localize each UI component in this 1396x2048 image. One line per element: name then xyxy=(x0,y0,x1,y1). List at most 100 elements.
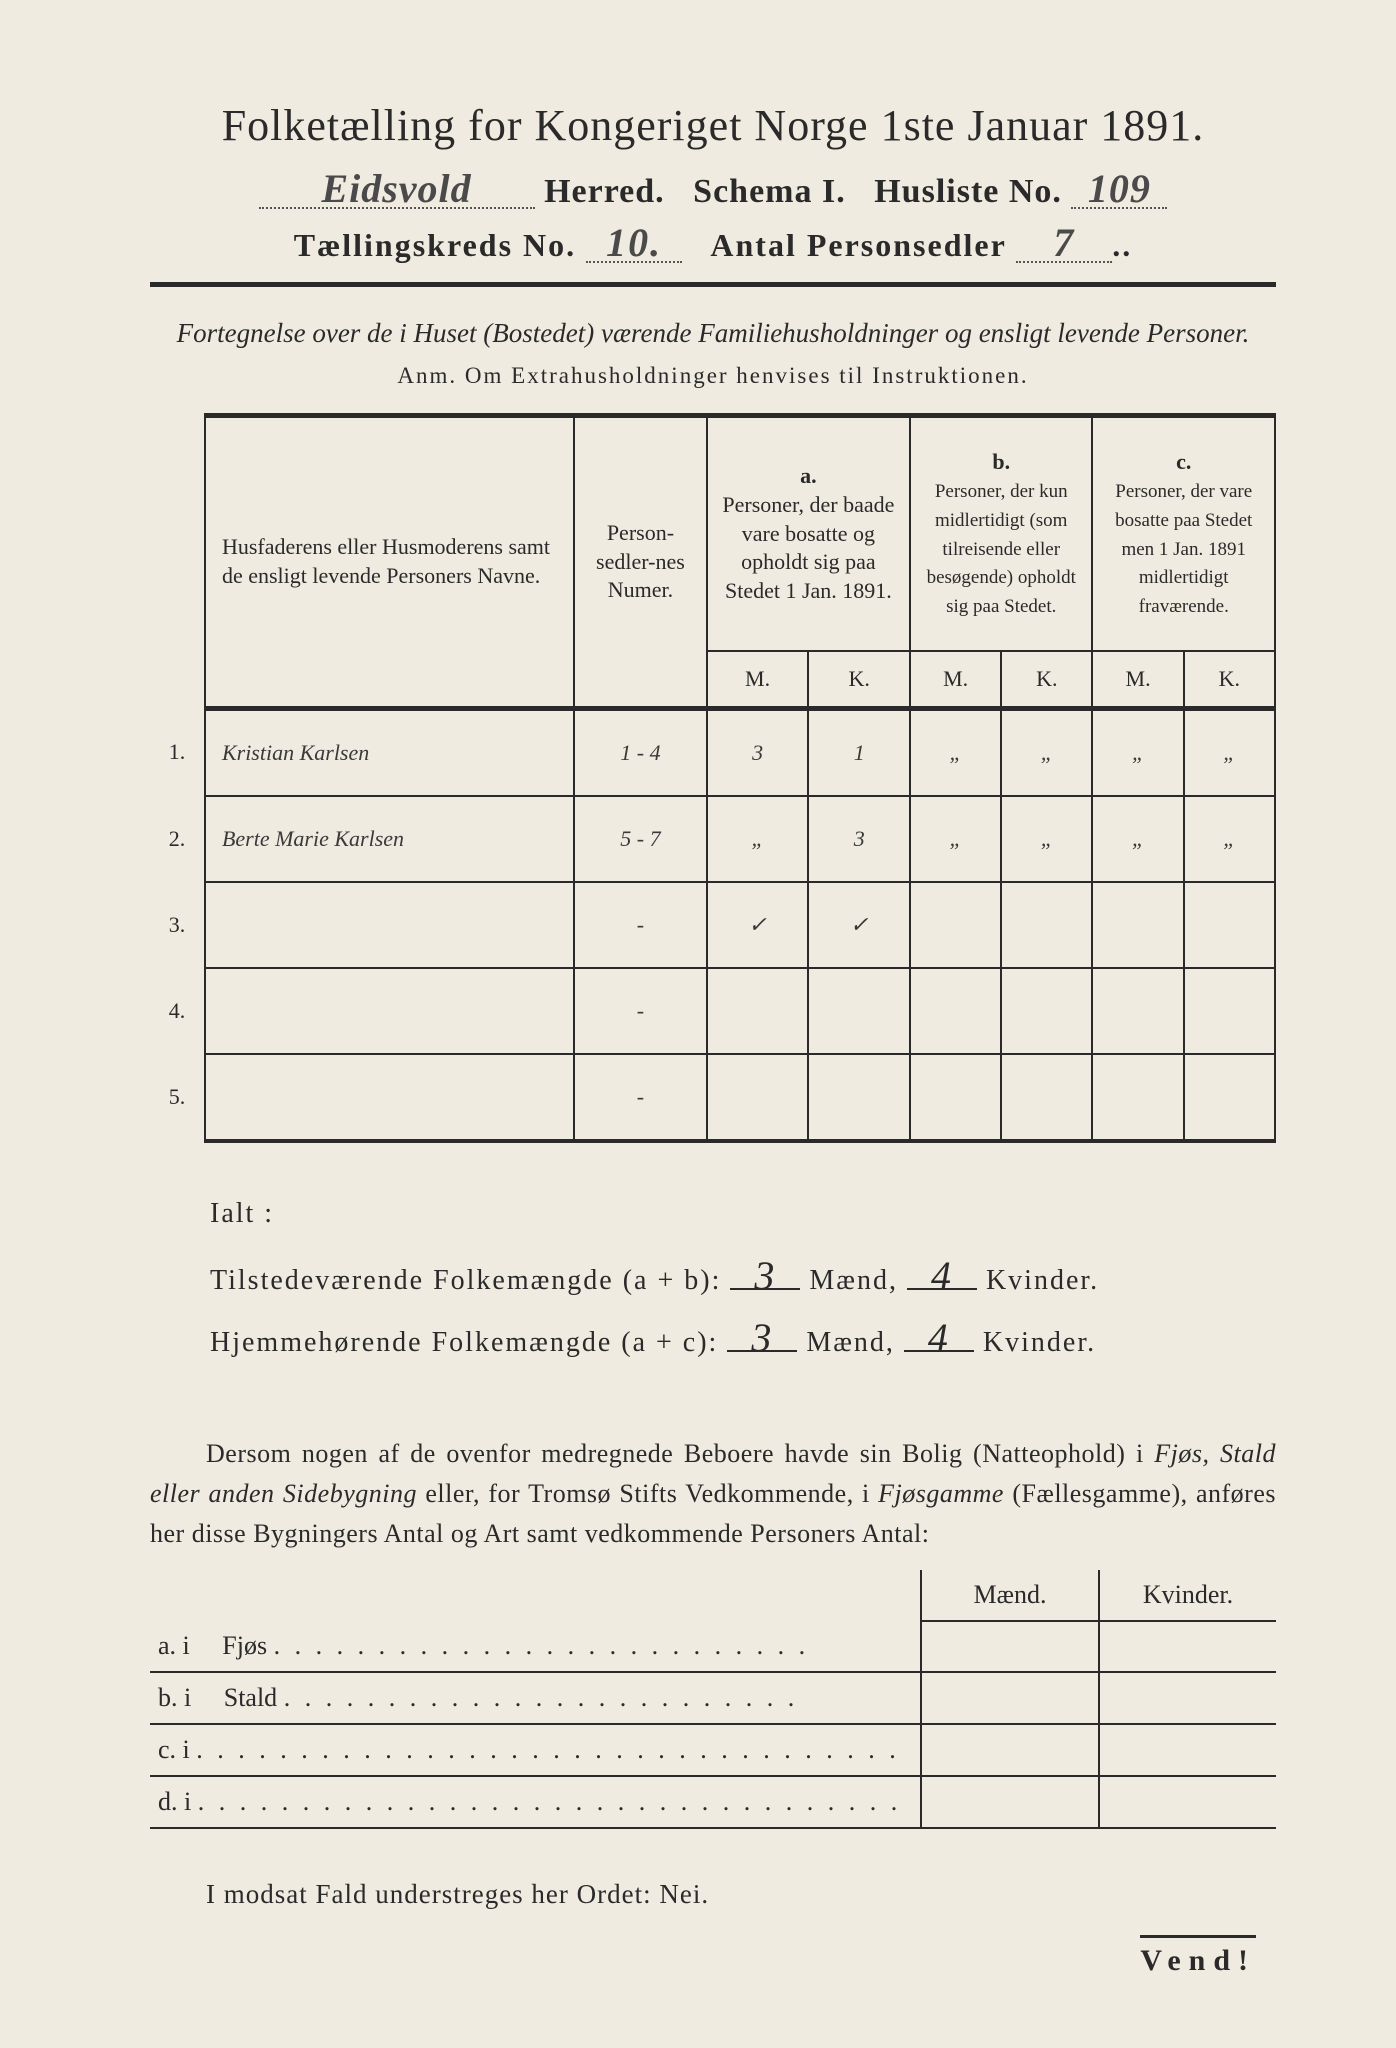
sub-row-label: c. i . . . . . . . . . . . . . . . . . .… xyxy=(150,1724,921,1776)
ialt-label: Ialt : xyxy=(210,1183,1276,1245)
row-ak: 3 xyxy=(808,796,910,882)
col-b-k: K. xyxy=(1001,651,1092,709)
para-text-1: Dersom nogen af de ovenfor medregnede Be… xyxy=(206,1439,1154,1468)
col-b-text: Personer, der kun midlertidigt (som tilr… xyxy=(927,481,1076,617)
col-header-c: c. Personer, der vare bosatte paa Stedet… xyxy=(1092,415,1275,651)
row-numer: - xyxy=(574,882,707,968)
col-c-letter: c. xyxy=(1176,449,1191,474)
dots: . . . . . . . . . . . . . . . . . . . . … xyxy=(274,1631,810,1660)
row-num: 3. xyxy=(150,882,205,968)
subtitle-line-2: Tællingskreds No. 10. Antal Personsedler… xyxy=(150,225,1276,264)
herred-label: Herred. xyxy=(544,173,665,210)
col-c-text: Personer, der vare bosatte paa Stedet me… xyxy=(1115,481,1252,617)
row-name xyxy=(205,1054,574,1141)
sub-key: b. i xyxy=(158,1683,191,1712)
row-num: 4. xyxy=(150,968,205,1054)
row-bm: „ xyxy=(910,796,1001,882)
row-bk xyxy=(1001,968,1092,1054)
row-numer: - xyxy=(574,968,707,1054)
sub-row: d. i . . . . . . . . . . . . . . . . . .… xyxy=(150,1776,1276,1828)
row-name: Berte Marie Karlsen xyxy=(205,796,574,882)
row-bm xyxy=(910,882,1001,968)
row-bk xyxy=(1001,1054,1092,1141)
row-ck: „ xyxy=(1184,796,1275,882)
tilstede-maend: 3 xyxy=(730,1264,800,1290)
sub-key: c. i xyxy=(158,1735,190,1764)
hjemme-kvinder: 4 xyxy=(904,1326,974,1352)
col-a-letter: a. xyxy=(800,463,817,488)
sub-key: d. i xyxy=(158,1787,191,1816)
summary-line-2: Hjemmehørende Folkemængde (a + c): 3 Mæn… xyxy=(210,1312,1276,1374)
row-cm xyxy=(1092,1054,1183,1141)
row-ak xyxy=(808,1054,910,1141)
paragraph: Dersom nogen af de ovenfor medregnede Be… xyxy=(150,1434,1276,1555)
sub-text: Fjøs xyxy=(222,1631,267,1660)
hjemme-label: Hjemmehørende Folkemængde (a + c): xyxy=(210,1312,718,1374)
hjemme-maend: 3 xyxy=(727,1326,797,1352)
vend-label: Vend! xyxy=(1140,1935,1256,1978)
annotation: Anm. Om Extrahusholdninger henvises til … xyxy=(150,363,1276,389)
row-numer: 1 - 4 xyxy=(574,708,707,796)
summary-line-1: Tilstedeværende Folkemængde (a + b): 3 M… xyxy=(210,1250,1276,1312)
antal-no: 7 xyxy=(1016,225,1112,263)
row-am: ✓ xyxy=(707,882,809,968)
row-bm xyxy=(910,1054,1001,1141)
row-name: Kristian Karlsen xyxy=(205,708,574,796)
husliste-no: 109 xyxy=(1071,171,1167,209)
row-am: 3 xyxy=(707,708,809,796)
sub-k xyxy=(1099,1724,1276,1776)
col-header-a: a. Personer, der baade vare bosatte og o… xyxy=(707,415,910,651)
dots: . . . . . . . . . . . . . . . . . . . . … xyxy=(284,1683,799,1712)
main-title: Folketælling for Kongeriget Norge 1ste J… xyxy=(150,100,1276,151)
para-em-2: Fjøsgamme xyxy=(878,1479,1004,1508)
sub-row: b. i Stald . . . . . . . . . . . . . . .… xyxy=(150,1672,1276,1724)
row-name xyxy=(205,968,574,1054)
row-ak: ✓ xyxy=(808,882,910,968)
col-header-b: b. Personer, der kun midlertidigt (som t… xyxy=(910,415,1092,651)
tilstede-kvinder: 4 xyxy=(907,1264,977,1290)
col-a-k: K. xyxy=(808,651,910,709)
summary-block: Ialt : Tilstedeværende Folkemængde (a + … xyxy=(150,1183,1276,1374)
row-num: 2. xyxy=(150,796,205,882)
col-b-letter: b. xyxy=(992,449,1010,474)
row-bm xyxy=(910,968,1001,1054)
row-num: 1. xyxy=(150,708,205,796)
dots: . . . . . . . . . . . . . . . . . . . . … xyxy=(196,1735,900,1764)
col-name-text: Husfaderens eller Husmoderens samt de en… xyxy=(222,534,550,588)
sub-row-label: a. i Fjøs . . . . . . . . . . . . . . . … xyxy=(150,1621,921,1672)
sub-row-label: d. i . . . . . . . . . . . . . . . . . .… xyxy=(150,1776,921,1828)
col-header-numer: Person-sedler-nes Numer. xyxy=(574,415,707,708)
row-cm xyxy=(1092,882,1183,968)
col-c-m: M. xyxy=(1092,651,1183,709)
kvinder-label: Kvinder. xyxy=(983,1327,1096,1358)
row-bk: „ xyxy=(1001,796,1092,882)
sub-text: Stald xyxy=(224,1683,277,1712)
row-name xyxy=(205,882,574,968)
col-header-name: Husfaderens eller Husmoderens samt de en… xyxy=(205,415,574,708)
sub-k xyxy=(1099,1776,1276,1828)
kreds-no: 10. xyxy=(586,225,682,263)
row-ck: „ xyxy=(1184,708,1275,796)
table-row: 5. - xyxy=(150,1054,1275,1141)
para-text-2: eller, for Tromsø Stifts Vedkommende, i xyxy=(417,1479,878,1508)
main-table: Husfaderens eller Husmoderens samt de en… xyxy=(150,413,1276,1143)
row-ck xyxy=(1184,968,1275,1054)
schema-label: Schema I. xyxy=(693,173,846,210)
table-row: 1. Kristian Karlsen 1 - 4 3 1 „ „ „ „ xyxy=(150,708,1275,796)
sub-m xyxy=(921,1724,1099,1776)
table-row: 4. - xyxy=(150,968,1275,1054)
sub-k xyxy=(1099,1621,1276,1672)
description: Fortegnelse over de i Huset (Bostedet) v… xyxy=(150,315,1276,353)
antal-label: Antal Personsedler xyxy=(710,227,1006,263)
col-b-m: M. xyxy=(910,651,1001,709)
table-row: 2. Berte Marie Karlsen 5 - 7 „ 3 „ „ „ „ xyxy=(150,796,1275,882)
table-row: 3. - ✓ ✓ xyxy=(150,882,1275,968)
row-cm: „ xyxy=(1092,708,1183,796)
sub-row: a. i Fjøs . . . . . . . . . . . . . . . … xyxy=(150,1621,1276,1672)
row-numer: - xyxy=(574,1054,707,1141)
row-numer: 5 - 7 xyxy=(574,796,707,882)
row-ak: 1 xyxy=(808,708,910,796)
sub-m xyxy=(921,1621,1099,1672)
sub-col-maend: Mænd. xyxy=(921,1570,1099,1621)
row-bm: „ xyxy=(910,708,1001,796)
